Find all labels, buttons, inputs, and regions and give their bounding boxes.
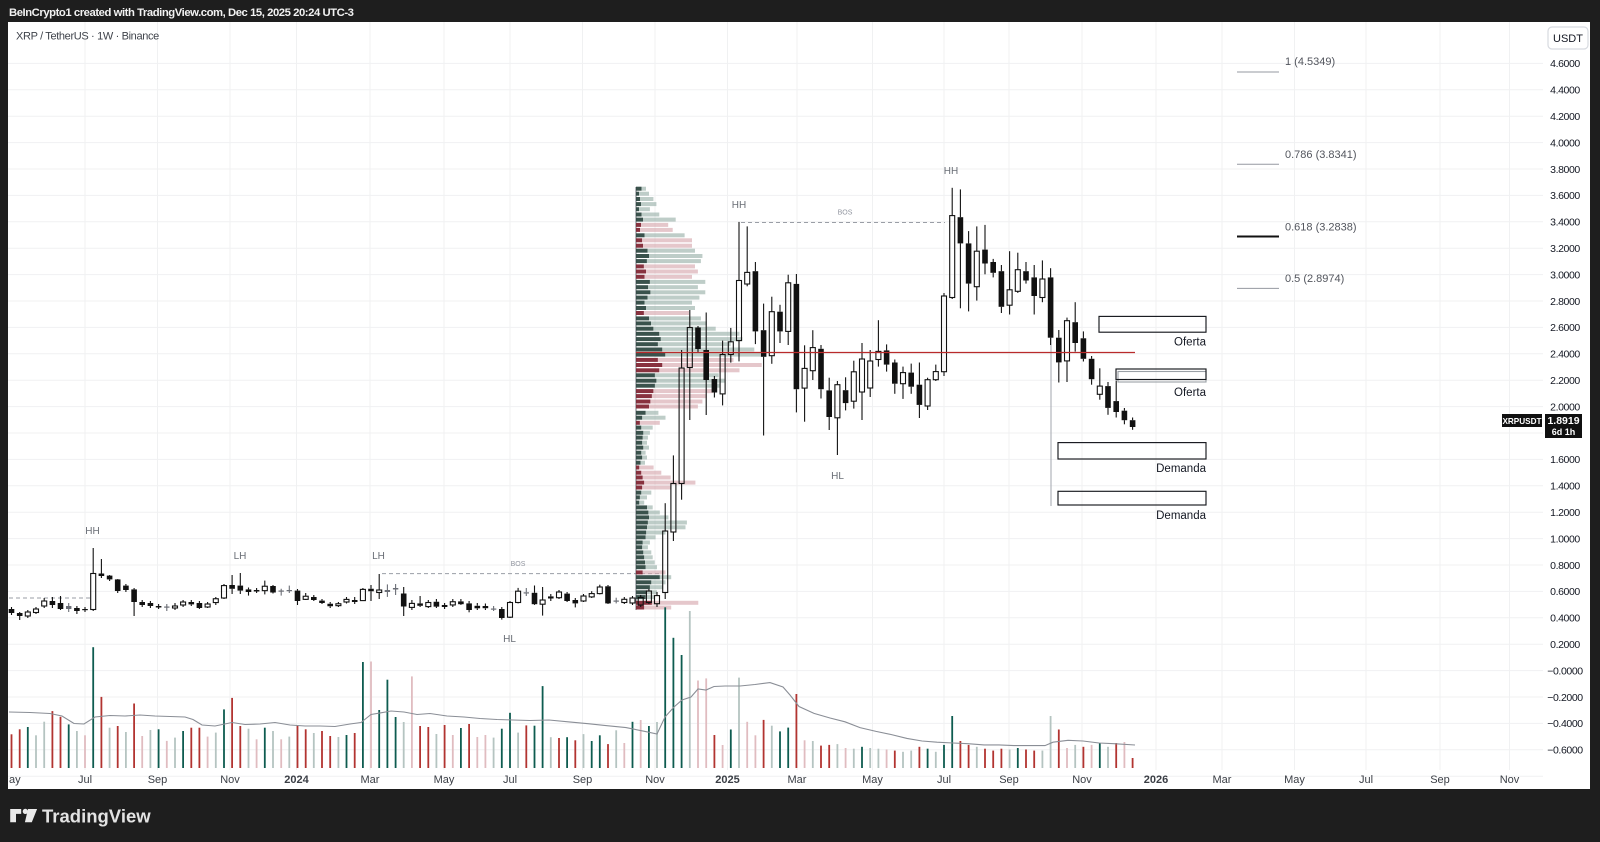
svg-text:Nov: Nov (1072, 774, 1092, 786)
svg-text:May: May (1284, 774, 1305, 786)
svg-text:Sep: Sep (999, 774, 1019, 786)
svg-text:BeInCrypto1 created with Tradi: BeInCrypto1 created with TradingView.com… (9, 7, 354, 19)
svg-text:0.2000: 0.2000 (1550, 639, 1580, 651)
svg-text:6d 1h: 6d 1h (1552, 427, 1576, 437)
svg-text:1.4000: 1.4000 (1550, 481, 1580, 493)
svg-text:Jul: Jul (1359, 774, 1373, 786)
svg-text:2025: 2025 (715, 774, 739, 786)
svg-text:3.6000: 3.6000 (1550, 190, 1580, 202)
svg-text:0.6000: 0.6000 (1550, 586, 1580, 598)
svg-text:0.786 (3.8341): 0.786 (3.8341) (1285, 149, 1357, 161)
svg-text:Sep: Sep (1430, 774, 1450, 786)
svg-text:BOS: BOS (511, 561, 526, 568)
svg-text:LH: LH (234, 551, 247, 562)
svg-text:Sep: Sep (573, 774, 593, 786)
svg-text:Mar: Mar (361, 774, 380, 786)
svg-text:TradingView: TradingView (42, 806, 151, 827)
svg-text:Jul: Jul (503, 774, 517, 786)
svg-text:−0.0000: −0.0000 (1547, 665, 1583, 677)
svg-text:2.2000: 2.2000 (1550, 375, 1580, 387)
svg-text:2.8000: 2.8000 (1550, 296, 1580, 308)
svg-text:Oferta: Oferta (1174, 387, 1207, 399)
svg-text:HL: HL (831, 471, 844, 482)
svg-text:2.4000: 2.4000 (1550, 349, 1580, 361)
svg-text:1.0000: 1.0000 (1550, 533, 1580, 545)
svg-text:XRP / TetherUS · 1W · Binance: XRP / TetherUS · 1W · Binance (16, 31, 159, 43)
svg-text:Sep: Sep (148, 774, 168, 786)
svg-text:1.6000: 1.6000 (1550, 454, 1580, 466)
svg-text:3.2000: 3.2000 (1550, 243, 1580, 255)
svg-text:4.2000: 4.2000 (1550, 111, 1580, 123)
svg-text:3.8000: 3.8000 (1550, 164, 1580, 176)
svg-text:Jul: Jul (78, 774, 92, 786)
svg-text:0.618 (3.2838): 0.618 (3.2838) (1285, 222, 1357, 234)
svg-text:LH: LH (372, 551, 385, 562)
svg-text:1.2000: 1.2000 (1550, 507, 1580, 519)
svg-text:Nov: Nov (220, 774, 240, 786)
svg-text:HH: HH (85, 526, 99, 537)
svg-text:Nov: Nov (1500, 774, 1520, 786)
svg-text:0.4000: 0.4000 (1550, 613, 1580, 625)
svg-text:May: May (862, 774, 883, 786)
svg-text:3.0000: 3.0000 (1550, 269, 1580, 281)
svg-text:Mar: Mar (788, 774, 807, 786)
svg-text:−0.2000: −0.2000 (1547, 692, 1583, 704)
svg-text:3.4000: 3.4000 (1550, 217, 1580, 229)
svg-text:4.6000: 4.6000 (1550, 58, 1580, 70)
svg-text:2.0000: 2.0000 (1550, 401, 1580, 413)
svg-text:4.4000: 4.4000 (1550, 85, 1580, 97)
svg-text:USDT: USDT (1553, 33, 1583, 45)
svg-text:Nov: Nov (645, 774, 665, 786)
svg-text:4.0000: 4.0000 (1550, 137, 1580, 149)
svg-text:XRPUSDT: XRPUSDT (1502, 417, 1541, 426)
svg-text:BOS: BOS (838, 210, 853, 217)
svg-text:2024: 2024 (284, 774, 309, 786)
svg-text:Demanda: Demanda (1156, 463, 1206, 475)
svg-text:HL: HL (503, 634, 516, 645)
svg-text:0.8000: 0.8000 (1550, 560, 1580, 572)
svg-text:1 (4.5349): 1 (4.5349) (1285, 56, 1335, 68)
svg-text:Oferta: Oferta (1174, 337, 1207, 349)
svg-text:HH: HH (944, 166, 958, 177)
svg-text:HH: HH (732, 200, 746, 211)
svg-text:Demanda: Demanda (1156, 510, 1206, 522)
svg-text:2.6000: 2.6000 (1550, 322, 1580, 334)
svg-text:ay: ay (9, 774, 21, 786)
svg-text:Jul: Jul (937, 774, 951, 786)
svg-text:−0.6000: −0.6000 (1547, 745, 1583, 757)
svg-text:−0.4000: −0.4000 (1547, 718, 1583, 730)
svg-text:Mar: Mar (1213, 774, 1232, 786)
svg-text:0.5 (2.8974): 0.5 (2.8974) (1285, 273, 1344, 285)
svg-text:1.8919: 1.8919 (1547, 415, 1579, 427)
svg-text:2026: 2026 (1144, 774, 1168, 786)
svg-text:May: May (434, 774, 455, 786)
